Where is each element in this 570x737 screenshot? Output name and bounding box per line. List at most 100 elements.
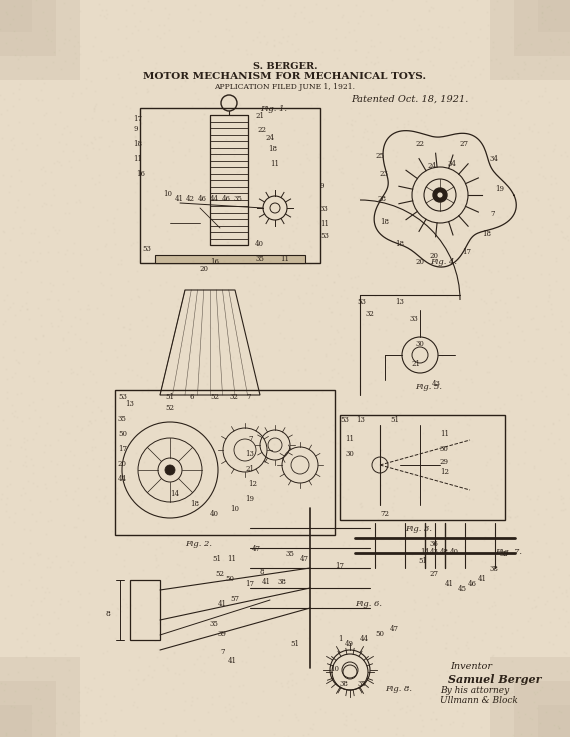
Point [348, 354, 357, 366]
Point [286, 314, 295, 326]
Point [64, 665, 74, 677]
Point [200, 108, 209, 120]
Point [301, 363, 310, 375]
Point [561, 548, 570, 560]
Point [279, 497, 288, 509]
Point [127, 364, 136, 376]
Point [437, 719, 446, 731]
Point [524, 24, 534, 35]
Point [347, 102, 356, 114]
Point [121, 20, 131, 32]
Point [296, 612, 306, 624]
Point [149, 173, 158, 185]
Point [3, 580, 13, 592]
Point [98, 114, 107, 126]
Point [410, 596, 420, 608]
Text: 51: 51 [165, 393, 174, 401]
Point [95, 131, 104, 143]
Point [280, 83, 289, 94]
Point [210, 431, 219, 443]
Point [38, 161, 47, 172]
Point [475, 671, 484, 682]
Point [87, 113, 96, 125]
Point [104, 115, 113, 127]
Point [530, 118, 539, 130]
Point [455, 194, 465, 206]
Point [91, 441, 100, 453]
Point [379, 172, 388, 184]
Text: 48: 48 [440, 548, 449, 556]
Point [108, 98, 117, 110]
Point [32, 548, 42, 559]
Point [122, 164, 131, 176]
Point [457, 1, 466, 13]
Point [1, 505, 10, 517]
Point [333, 130, 342, 142]
Point [238, 254, 247, 266]
Point [228, 30, 237, 42]
Point [1, 497, 10, 509]
Point [316, 58, 325, 70]
Point [207, 458, 217, 470]
Point [75, 40, 84, 52]
Point [58, 716, 67, 727]
Text: 41: 41 [445, 580, 454, 588]
Point [398, 212, 408, 224]
Text: 10: 10 [230, 505, 239, 513]
Point [521, 413, 530, 425]
Point [352, 172, 361, 184]
Point [306, 402, 315, 413]
Point [416, 548, 425, 560]
Point [142, 357, 152, 369]
Point [524, 593, 533, 604]
Point [188, 695, 197, 707]
Point [67, 90, 76, 102]
Point [68, 144, 78, 156]
Point [338, 491, 347, 503]
Point [464, 492, 473, 504]
Text: 8: 8 [105, 610, 111, 618]
Point [95, 483, 104, 495]
Point [87, 75, 96, 87]
Point [99, 472, 108, 483]
Point [479, 485, 488, 497]
Point [70, 312, 79, 324]
Point [517, 682, 526, 694]
Point [25, 412, 34, 424]
Point [68, 494, 78, 506]
Point [410, 603, 419, 615]
Point [273, 2, 282, 14]
Point [251, 410, 260, 422]
Point [489, 283, 498, 295]
Point [228, 691, 237, 703]
Point [80, 113, 89, 125]
Point [175, 604, 184, 616]
Point [477, 293, 486, 304]
Point [417, 102, 426, 113]
Text: 19: 19 [245, 495, 254, 503]
Point [430, 413, 439, 425]
Point [159, 618, 168, 630]
Point [99, 584, 108, 596]
Point [535, 57, 544, 69]
Point [50, 157, 59, 169]
Point [245, 486, 254, 497]
Point [290, 124, 299, 136]
Point [303, 128, 312, 139]
Point [36, 707, 46, 719]
Point [486, 565, 495, 577]
Point [474, 31, 483, 43]
Point [205, 270, 214, 282]
Point [60, 55, 70, 67]
Point [43, 417, 52, 429]
Point [112, 172, 121, 184]
Point [32, 427, 41, 439]
Point [234, 43, 243, 55]
Point [413, 178, 422, 190]
Point [192, 692, 201, 704]
Point [455, 364, 464, 376]
Point [462, 113, 471, 125]
Point [15, 357, 24, 369]
Point [558, 492, 567, 504]
Point [527, 713, 536, 724]
